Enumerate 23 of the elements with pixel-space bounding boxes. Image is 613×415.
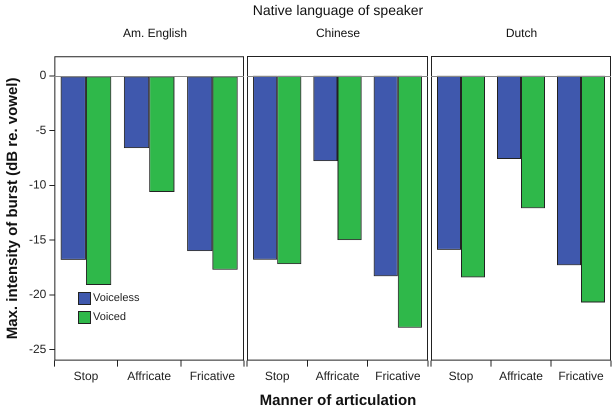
legend-label: Voiceless	[93, 291, 140, 306]
chart-subtitle: Chinese	[314, 26, 362, 40]
x-tick-label: Stop	[264, 369, 290, 384]
y-tick-label: -15	[29, 232, 47, 246]
x-tick-label: Fricative	[375, 369, 421, 384]
y-tick-label: -25	[29, 342, 47, 356]
y-tick-label: -5	[36, 122, 47, 137]
y-tick-label: 0	[40, 68, 47, 82]
y-tick-label: -20	[29, 287, 47, 302]
x-axis-title: Manner of articulation	[258, 392, 418, 409]
x-tick-label: Affricate	[499, 369, 544, 384]
x-tick-label: Fricative	[190, 369, 236, 384]
chart-subtitle: Am. English	[122, 26, 188, 40]
x-tick-label: Stop	[74, 369, 99, 384]
x-tick-label: Affricate	[127, 369, 172, 384]
x-tick-label: Fricative	[558, 369, 604, 384]
y-tick-label: -10	[29, 178, 47, 192]
x-tick-label: Affricate	[316, 369, 360, 384]
y-axis-title: Max. intensity of burst (dB re. vowel)	[4, 78, 22, 340]
chart-subtitle: Dutch	[504, 26, 538, 40]
x-tick-label: Stop	[448, 369, 474, 384]
legend-label: Voiced	[93, 310, 126, 325]
chart-title: Native language of speaker	[252, 2, 424, 18]
